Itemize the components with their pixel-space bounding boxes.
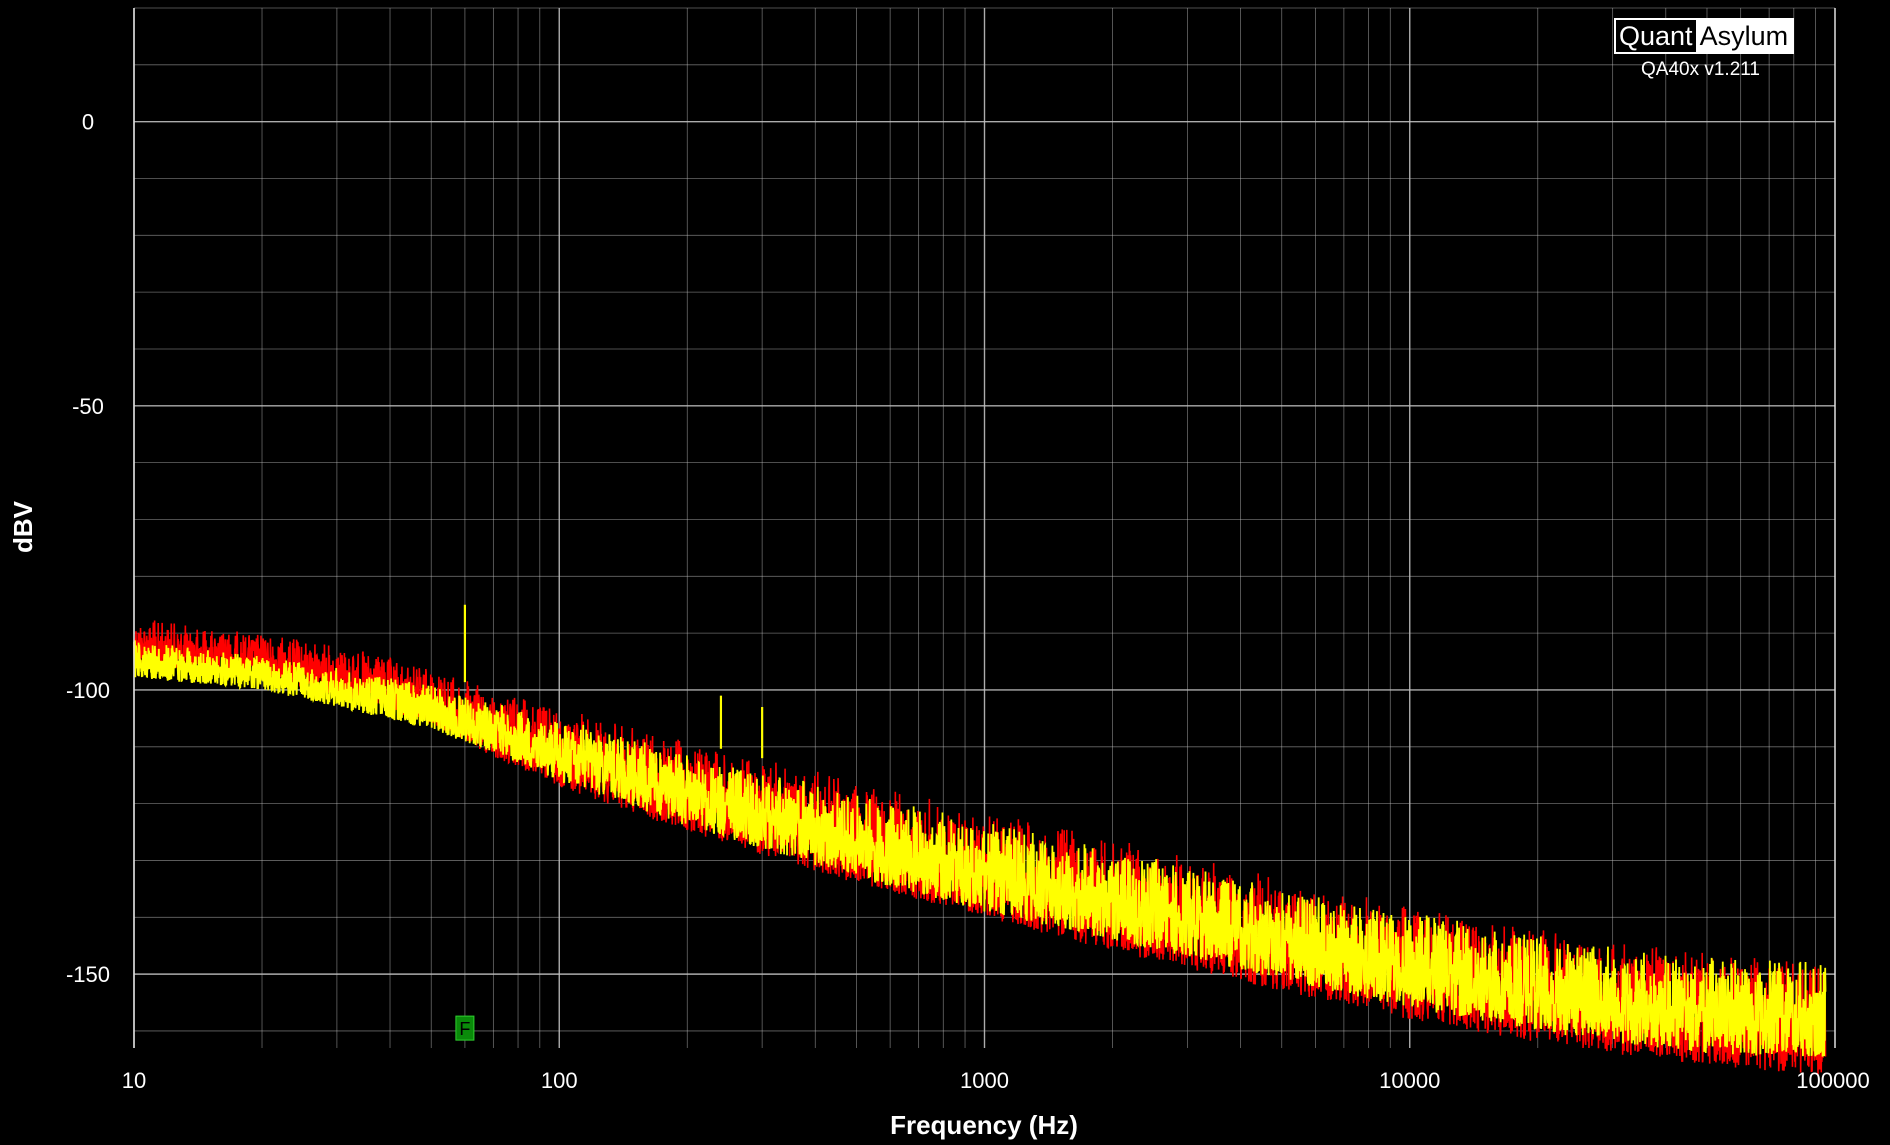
x-tick-label: 10 [122, 1068, 146, 1093]
x-tick-labels: 10 100 1000 10000 100000 [122, 1068, 1870, 1093]
quantasylum-logo: Quant Asylum [1614, 18, 1795, 54]
x-tick-label: 1000 [960, 1068, 1009, 1093]
logo-text-quant: Quant [1616, 20, 1696, 52]
traces [133, 604, 1827, 1075]
y-tick-label: -50 [72, 394, 104, 419]
marker-box [455, 1015, 475, 1041]
logo-text-asylum: Asylum [1695, 20, 1793, 52]
version-label: QA40x v1.211 [1641, 59, 1761, 80]
x-tick-label: 10000 [1379, 1068, 1440, 1093]
x-axis-label: Frequency (Hz) [890, 1110, 1078, 1140]
x-tick-label: 100000 [1796, 1068, 1869, 1093]
marker-label: F [459, 1019, 470, 1039]
trace-yellow [133, 640, 1827, 1057]
x-tick-label: 100 [541, 1068, 578, 1093]
y-tick-label: -150 [66, 962, 110, 987]
y-tick-label: 0 [82, 110, 94, 135]
frequency-marker[interactable]: F [455, 1015, 475, 1041]
y-tick-labels: 0 -50 -100 -150 [66, 110, 110, 987]
y-tick-label: -100 [66, 678, 110, 703]
plot-frame [133, 8, 1836, 1048]
y-axis-label: dBV [8, 500, 38, 553]
